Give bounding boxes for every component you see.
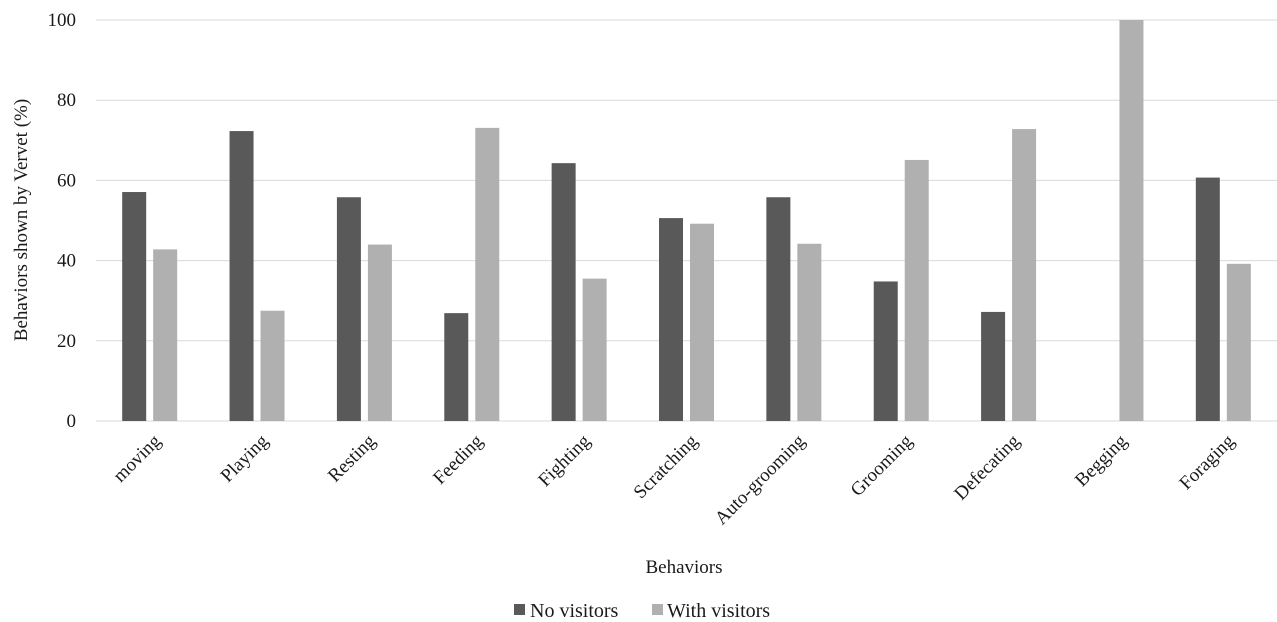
- x-tick-label: Defecating: [950, 430, 1024, 504]
- legend-label-no-visitors: No visitors: [530, 600, 619, 622]
- x-tick-label: Resting: [324, 430, 380, 486]
- bar-with-visitors-feeding: [475, 127, 500, 421]
- x-tick-label: Fighting: [534, 430, 595, 491]
- bar-with-visitors-scratching: [690, 223, 714, 421]
- bar-no-visitors-moving: [122, 192, 147, 421]
- bar-with-visitors-playing: [260, 310, 285, 421]
- bar-with-visitors-foraging: [1226, 263, 1251, 421]
- y-tick-label: 20: [57, 331, 76, 352]
- x-tick-label: Foraging: [1175, 430, 1239, 494]
- y-axis-title: Behaviors shown by Vervet (%): [11, 99, 32, 341]
- y-axis-ticks: 0 20 40 60 80 100: [48, 10, 77, 432]
- y-tick-label: 60: [57, 170, 76, 191]
- bar-no-visitors-playing: [229, 131, 254, 421]
- x-tick-label: Feeding: [429, 430, 487, 488]
- bar-with-visitors-auto-grooming: [797, 243, 822, 421]
- x-tick-label: moving: [109, 430, 165, 486]
- gridlines: [96, 19, 1277, 422]
- legend-swatch-with-visitors: [652, 604, 663, 615]
- bar-with-visitors-begging: [1119, 20, 1144, 421]
- bar-no-visitors-resting: [336, 197, 361, 421]
- bar-with-visitors-defecating: [1012, 129, 1037, 421]
- bar-no-visitors-fighting: [551, 163, 576, 422]
- legend-swatch-no-visitors: [514, 604, 525, 615]
- bars: [122, 20, 1251, 422]
- bar-with-visitors-grooming: [904, 159, 929, 421]
- bar-with-visitors-moving: [153, 249, 178, 421]
- bar-no-visitors-defecating: [981, 311, 1006, 421]
- bar-no-visitors-grooming: [873, 281, 898, 421]
- y-tick-label: 80: [57, 90, 76, 111]
- x-tick-label: Scratching: [630, 430, 703, 503]
- x-tick-label: Playing: [217, 430, 273, 486]
- x-tick-label: Begging: [1071, 430, 1132, 491]
- x-axis-title: Behaviors: [645, 557, 722, 578]
- bar-with-visitors-fighting: [582, 278, 607, 421]
- x-tick-label: Grooming: [847, 430, 917, 500]
- y-tick-label: 0: [67, 411, 77, 432]
- bar-no-visitors-auto-grooming: [766, 197, 791, 421]
- bar-with-visitors-resting: [367, 244, 392, 421]
- y-tick-label: 40: [57, 251, 76, 272]
- bar-no-visitors-foraging: [1195, 177, 1220, 421]
- x-tick-label: Auto-grooming: [711, 430, 810, 529]
- y-tick-label: 100: [48, 10, 77, 31]
- x-axis-ticks: moving Playing Resting Feeding Fighting Scrat…: [109, 430, 1239, 529]
- legend-label-with-visitors: With visitors: [667, 600, 770, 622]
- bar-no-visitors-scratching: [659, 218, 683, 421]
- bar-no-visitors-feeding: [444, 313, 469, 421]
- legend: No visitors With visitors: [514, 600, 770, 622]
